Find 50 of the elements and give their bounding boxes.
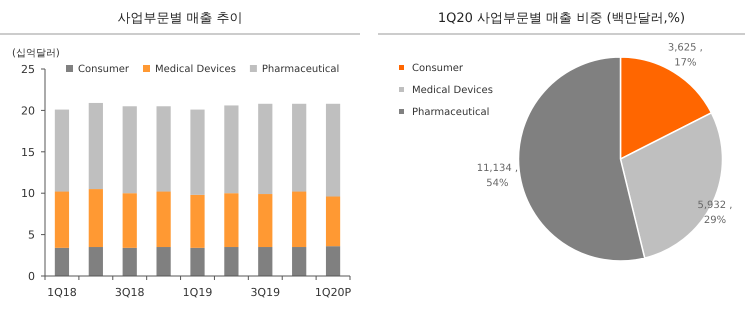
bar xyxy=(156,247,171,276)
bar xyxy=(122,248,137,276)
bar xyxy=(156,106,171,192)
bar xyxy=(258,194,272,248)
x-tick-label: 1Q20P xyxy=(314,286,352,299)
data-label: 5,932 , 29% xyxy=(698,200,732,226)
data-label: 3,625 , 17% xyxy=(668,42,703,68)
y-tick-label: 0 xyxy=(28,270,35,283)
legend-label: Medical Devices xyxy=(155,64,236,75)
bar xyxy=(292,192,306,248)
bar xyxy=(88,247,103,276)
x-tick-label: 1Q18 xyxy=(47,286,77,299)
bar xyxy=(190,194,205,248)
bar xyxy=(224,193,239,248)
bar xyxy=(54,192,70,248)
bar xyxy=(54,110,70,192)
bar xyxy=(156,192,171,248)
legend-label: Pharmaceutical xyxy=(262,64,340,75)
bar xyxy=(122,193,137,248)
bar xyxy=(122,106,137,194)
bar xyxy=(258,104,272,194)
bar xyxy=(326,104,340,197)
legend-label: Consumer xyxy=(412,63,464,74)
y-tick-label: 5 xyxy=(28,228,35,242)
y-tick-label: 25 xyxy=(21,63,35,76)
y-axis-title: (십억달러) xyxy=(12,48,60,59)
legend-label: Medical Devices xyxy=(412,85,493,96)
bar xyxy=(292,247,306,276)
bar xyxy=(88,189,103,248)
bar xyxy=(224,247,239,276)
y-tick-label: 15 xyxy=(21,146,35,159)
bar xyxy=(190,110,205,195)
bar xyxy=(292,104,306,192)
legend-label: Consumer xyxy=(78,64,130,75)
bar xyxy=(326,246,340,276)
chart-title: 1Q20 사업부문별 매출 비중 (백만달러,%) xyxy=(438,11,686,26)
bar xyxy=(190,248,205,276)
bar xyxy=(326,196,340,246)
y-tick-label: 10 xyxy=(21,187,35,200)
bar xyxy=(224,105,239,194)
x-tick-label: 3Q18 xyxy=(114,286,145,299)
x-tick-label: 3Q19 xyxy=(250,286,280,299)
legend-label: Pharmaceutical xyxy=(412,107,490,118)
bar xyxy=(258,247,272,276)
data-label: 11,134 , 54% xyxy=(476,162,518,189)
chart-title: 사업부문별 매출 추이 xyxy=(117,11,243,26)
y-tick-label: 20 xyxy=(21,104,35,118)
x-tick-label: 1Q19 xyxy=(182,286,212,299)
bar xyxy=(88,102,103,190)
bar xyxy=(54,248,70,276)
